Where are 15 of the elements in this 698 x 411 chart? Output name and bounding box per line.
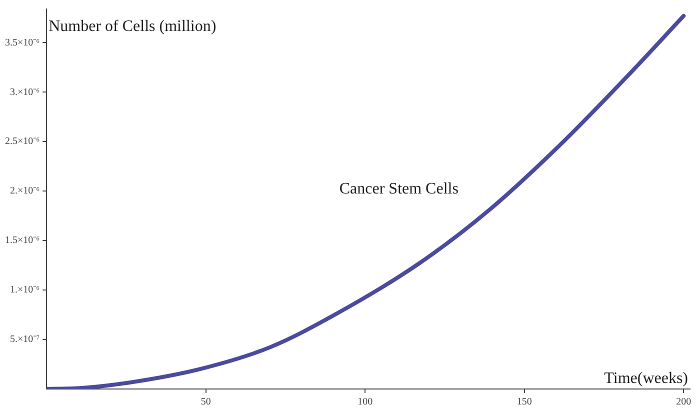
y-axis-title: Number of Cells (million) [48,18,216,35]
series-label: Cancer Stem Cells [339,180,458,198]
x-axis-title: Time(weeks) [604,370,688,387]
x-tick-label: 150 [516,396,532,408]
y-tick-label: 5.×10⁻⁷ [10,334,40,346]
y-tick-label: 1.5×10⁻⁶ [4,235,40,246]
y-tick-label: 3.×10⁻⁶ [10,86,40,98]
x-tick-label: 200 [676,396,692,408]
y-tick-label: 1.×10⁻⁶ [10,284,40,296]
x-tick-label: 100 [358,396,373,408]
x-tick-label: 50 [200,396,211,408]
y-tick-label: 3.5×10⁻⁶ [4,37,40,48]
y-tick-label: 2.×10⁻⁶ [10,186,40,197]
y-tick-label: 2.5×10⁻⁶ [4,136,40,148]
line-series [46,14,686,389]
